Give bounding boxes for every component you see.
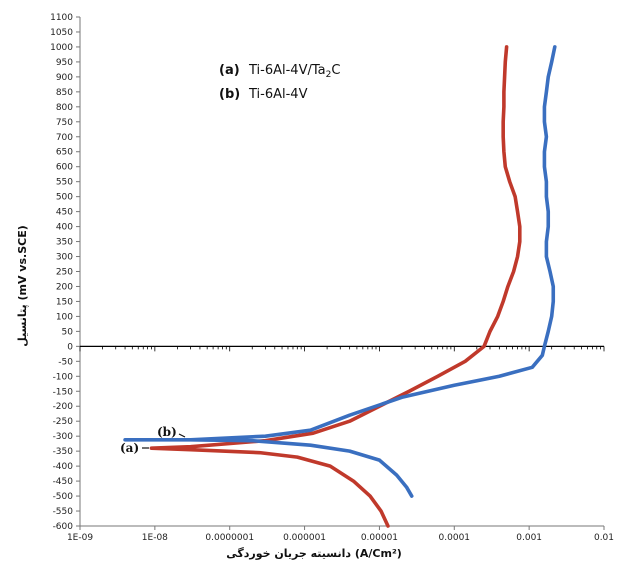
x-axis-minor-ticks (79, 346, 605, 352)
series-line-b (123, 45, 557, 498)
y-tick-label: -100 (53, 372, 74, 382)
y-tick-label: -600 (53, 522, 74, 532)
y-tick-label: -50 (58, 357, 73, 367)
y-tick-label: 400 (56, 223, 73, 233)
y-tick-label: 650 (56, 148, 73, 158)
y-tick-label: 850 (56, 88, 73, 98)
x-tick-label: 1E-08 (142, 533, 168, 543)
y-tick-label: -300 (53, 432, 74, 442)
y-tick-label: -400 (53, 462, 74, 472)
x-tick-label: 0.0000001 (205, 533, 254, 543)
y-tick-label: 0 (67, 342, 73, 352)
y-tick-label: 700 (56, 133, 73, 143)
y-tick-label: 500 (56, 193, 73, 203)
y-tick-label: 600 (56, 163, 73, 173)
y-tick-label: 100 (56, 312, 73, 322)
x-tick-label: 0.01 (594, 533, 614, 543)
y-tick-label: -250 (53, 417, 74, 427)
y-tick-label: 450 (56, 208, 73, 218)
x-tick-label: 1E-09 (67, 533, 93, 543)
y-tick-label: 950 (56, 58, 73, 68)
y-tick-label: 550 (56, 178, 73, 188)
y-tick-label: -450 (53, 477, 74, 487)
y-tick-label: -200 (53, 402, 74, 412)
y-tick-label: 50 (62, 327, 74, 337)
legend-letter-b: (b) (219, 87, 240, 102)
x-tick-label: 0.000001 (283, 533, 326, 543)
series-line-a (149, 45, 522, 528)
y-tick-label: 350 (56, 238, 73, 248)
x-tick-label: 0.0001 (439, 533, 471, 543)
y-tick-label: 800 (56, 103, 73, 113)
annotation-b: (b) (157, 425, 177, 439)
y-axis-title: پتانسیل (mV vs.SCE) (16, 225, 29, 347)
y-tick-label: -550 (53, 507, 74, 517)
y-tick-label: -150 (53, 387, 74, 397)
x-tick-label: 0.00001 (361, 533, 398, 543)
y-tick-label: -350 (53, 447, 74, 457)
y-tick-label: 250 (56, 268, 73, 278)
x-tick-label: 0.001 (516, 533, 542, 543)
y-tick-label: 1050 (50, 28, 73, 38)
y-tick-label: -500 (53, 492, 74, 502)
y-tick-label: 1000 (50, 43, 73, 53)
x-axis-title: دانسیته جریان خوردگی (A/Cm²) (226, 547, 402, 560)
y-tick-label: 200 (56, 282, 73, 292)
legend-label-b: Ti-6Al-4V (248, 87, 308, 102)
legend-letter-a: (a) (219, 63, 240, 78)
y-axis-ticks: -600-550-500-450-400-350-300-250-200-150… (50, 13, 80, 532)
series-group (123, 45, 557, 528)
x-axis-ticks: 1E-09 1E-08 0.0000001 0.000001 0.00001 0.0001… (67, 526, 614, 543)
legend-label-a: Ti-6Al-4V/Ta2C (248, 63, 340, 80)
y-tick-label: 300 (56, 253, 73, 263)
y-tick-label: 900 (56, 73, 73, 83)
y-tick-label: 150 (56, 297, 73, 307)
annotation-b-leader (178, 433, 186, 438)
y-tick-label: 1100 (50, 13, 73, 23)
legend: (a) Ti-6Al-4V/Ta2C (b) Ti-6Al-4V (219, 63, 340, 102)
y-tick-label: 750 (56, 118, 73, 128)
annotation-a: (a) (120, 441, 139, 455)
